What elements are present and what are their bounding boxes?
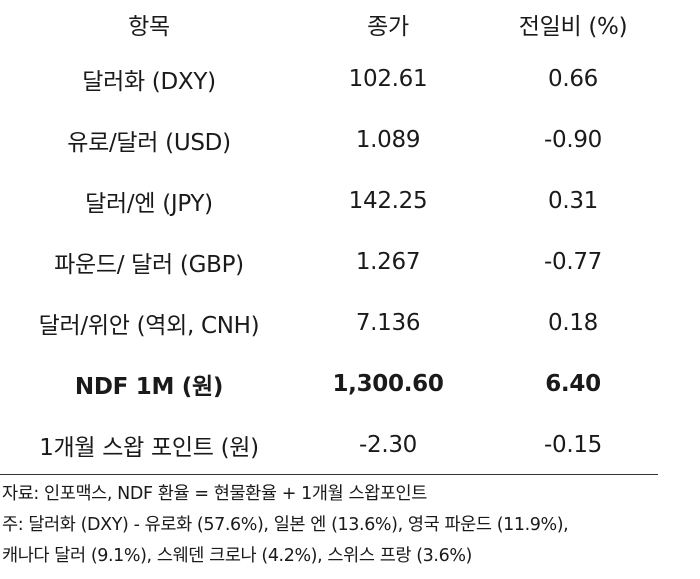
row-item: 달러화 (DXY) [82,68,216,95]
table-row: NDF 1M (원) 1,300.60 6.40 [0,353,668,414]
row-change: 6.40 [545,370,601,397]
row-item: 유로/달러 (USD) [67,129,231,156]
row-close: 142.25 [348,187,428,214]
row-close: 1.267 [355,248,421,275]
table-row: 파운드/ 달러 (GBP) 1.267 -0.77 [0,231,668,292]
row-item: 1개월 스왑 포인트 (원) [39,434,259,461]
table-row: 달러/위안 (역외, CNH) 7.136 0.18 [0,292,668,353]
header-item: 항목 [128,14,170,40]
row-change: 0.66 [547,65,598,92]
table-row: 달러화 (DXY) 102.61 0.66 [0,48,668,109]
row-close: 1.089 [355,126,421,153]
header-close: 종가 [367,14,409,40]
table-row: 유로/달러 (USD) 1.089 -0.90 [0,109,668,170]
row-change: 0.31 [547,187,598,214]
row-close: 7.136 [355,309,421,336]
composition-note-line-1: 주: 달러화 (DXY) - 유로화 (57.6%), 일본 엔 (13.6%)… [2,515,569,535]
row-change: -0.77 [543,248,602,275]
row-close: -2.30 [358,431,417,458]
footnotes: 자료: 인포맥스, NDF 환율 = 현물환율 + 1개월 스왑포인트 주: 달… [2,479,698,572]
row-item: 달러/위안 (역외, CNH) [38,312,260,339]
row-item: 달러/엔 (JPY) [85,190,213,217]
fx-table: 항목 종가 전일비 (%) 달러화 (DXY) 102.61 0.66 유로/달… [0,0,668,475]
row-close: 102.61 [348,65,428,92]
table-row: 달러/엔 (JPY) 142.25 0.31 [0,170,668,231]
row-item: 파운드/ 달러 (GBP) [54,251,244,278]
row-change: 0.18 [547,309,598,336]
table-row: 1개월 스왑 포인트 (원) -2.30 -0.15 [0,414,668,475]
row-change: -0.15 [543,431,602,458]
source-note: 자료: 인포맥스, NDF 환율 = 현물환율 + 1개월 스왑포인트 [2,484,427,504]
table-header-row: 항목 종가 전일비 (%) [0,0,668,48]
table-divider [0,474,658,475]
header-change: 전일비 (%) [518,14,628,40]
row-change: -0.90 [543,126,602,153]
row-item: NDF 1M (원) [74,373,224,400]
row-close: 1,300.60 [332,370,444,397]
composition-note-line-2: 캐나다 달러 (9.1%), 스웨덴 크로나 (4.2%), 스위스 프랑 (3… [2,546,472,566]
